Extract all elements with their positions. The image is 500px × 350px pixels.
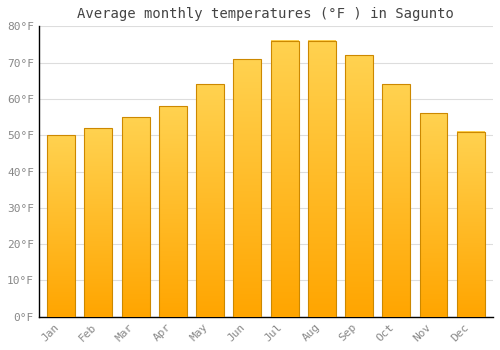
Bar [122, 117, 150, 317]
Bar [234, 59, 262, 317]
Bar [308, 41, 336, 317]
Bar [457, 132, 484, 317]
Bar [84, 128, 112, 317]
Bar [159, 106, 187, 317]
Title: Average monthly temperatures (°F ) in Sagunto: Average monthly temperatures (°F ) in Sa… [78, 7, 454, 21]
Bar [47, 135, 75, 317]
Bar [270, 41, 298, 317]
Bar [382, 84, 410, 317]
Bar [196, 84, 224, 317]
Bar [345, 55, 373, 317]
Bar [420, 113, 448, 317]
